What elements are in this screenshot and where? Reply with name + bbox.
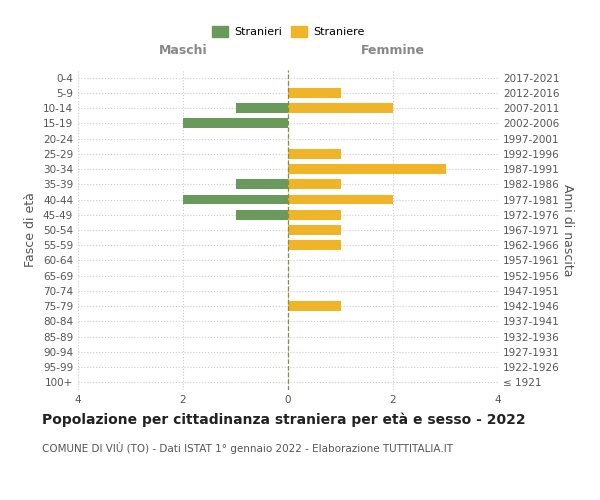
Bar bbox=[235, 103, 288, 113]
Bar bbox=[288, 240, 341, 250]
Y-axis label: Anni di nascita: Anni di nascita bbox=[560, 184, 574, 276]
Legend: Stranieri, Straniere: Stranieri, Straniere bbox=[207, 21, 369, 42]
Text: Femmine: Femmine bbox=[361, 44, 425, 57]
Text: COMUNE DI VIÙ (TO) - Dati ISTAT 1° gennaio 2022 - Elaborazione TUTTITALIA.IT: COMUNE DI VIÙ (TO) - Dati ISTAT 1° genna… bbox=[42, 442, 453, 454]
Bar bbox=[288, 210, 341, 220]
Bar bbox=[183, 118, 288, 128]
Text: Popolazione per cittadinanza straniera per età e sesso - 2022: Popolazione per cittadinanza straniera p… bbox=[42, 412, 526, 427]
Text: Maschi: Maschi bbox=[158, 44, 208, 57]
Bar bbox=[288, 225, 341, 235]
Bar bbox=[288, 180, 341, 189]
Bar bbox=[288, 103, 393, 113]
Bar bbox=[288, 88, 341, 98]
Bar bbox=[235, 180, 288, 189]
Y-axis label: Fasce di età: Fasce di età bbox=[25, 192, 37, 268]
Bar bbox=[183, 194, 288, 204]
Bar bbox=[288, 164, 445, 174]
Bar bbox=[288, 194, 393, 204]
Bar bbox=[235, 210, 288, 220]
Bar bbox=[288, 301, 341, 311]
Bar bbox=[288, 149, 341, 159]
